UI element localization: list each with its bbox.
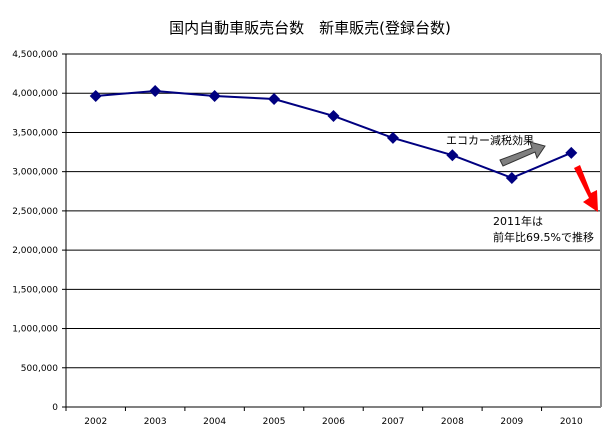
x-tick-label: 2004 (203, 417, 226, 427)
data-point (446, 149, 459, 162)
y-tick-label: 0 (52, 403, 58, 413)
y-tick-label: 1,500,000 (12, 285, 58, 295)
2011-annotation: 2011年は 前年比69.5%で推移 (493, 165, 598, 244)
x-tick-label: 2005 (263, 417, 286, 427)
data-point (208, 89, 221, 102)
red-arrow (574, 165, 598, 212)
x-tick-label: 2002 (84, 417, 107, 427)
data-point (505, 171, 518, 184)
x-tick-label: 2009 (500, 417, 523, 427)
x-tick-label: 2007 (381, 417, 404, 427)
x-tick-label: 2003 (144, 417, 167, 427)
x-tick-label: 2008 (441, 417, 464, 427)
data-point (268, 93, 281, 106)
y-tick-label: 500,000 (21, 364, 58, 374)
data-point (386, 131, 399, 144)
gray-arrow (499, 141, 546, 167)
y-tick-label: 4,500,000 (12, 50, 58, 60)
eco-car-annotation: エコカー減税効果 (446, 133, 546, 167)
x-tick-label: 2010 (560, 417, 583, 427)
y-tick-label: 2,000,000 (12, 246, 58, 256)
y-tick-label: 3,000,000 (12, 168, 58, 178)
x-tick-label: 2006 (322, 417, 345, 427)
y-tick-label: 3,500,000 (12, 128, 58, 138)
y-tick-label: 2,500,000 (12, 207, 58, 217)
data-point (89, 89, 102, 102)
chart-title: 国内自動車販売台数 新車販売(登録台数) (169, 19, 451, 37)
data-point (327, 109, 340, 122)
data-point (565, 146, 578, 159)
data-point (149, 85, 162, 98)
y-tick-label: 1,000,000 (12, 325, 58, 335)
y-tick-label: 4,000,000 (12, 89, 58, 99)
2011-label-2: 前年比69.5%で推移 (493, 230, 594, 244)
eco-car-label: エコカー減税効果 (446, 133, 534, 147)
2011-label-1: 2011年は (493, 214, 543, 228)
